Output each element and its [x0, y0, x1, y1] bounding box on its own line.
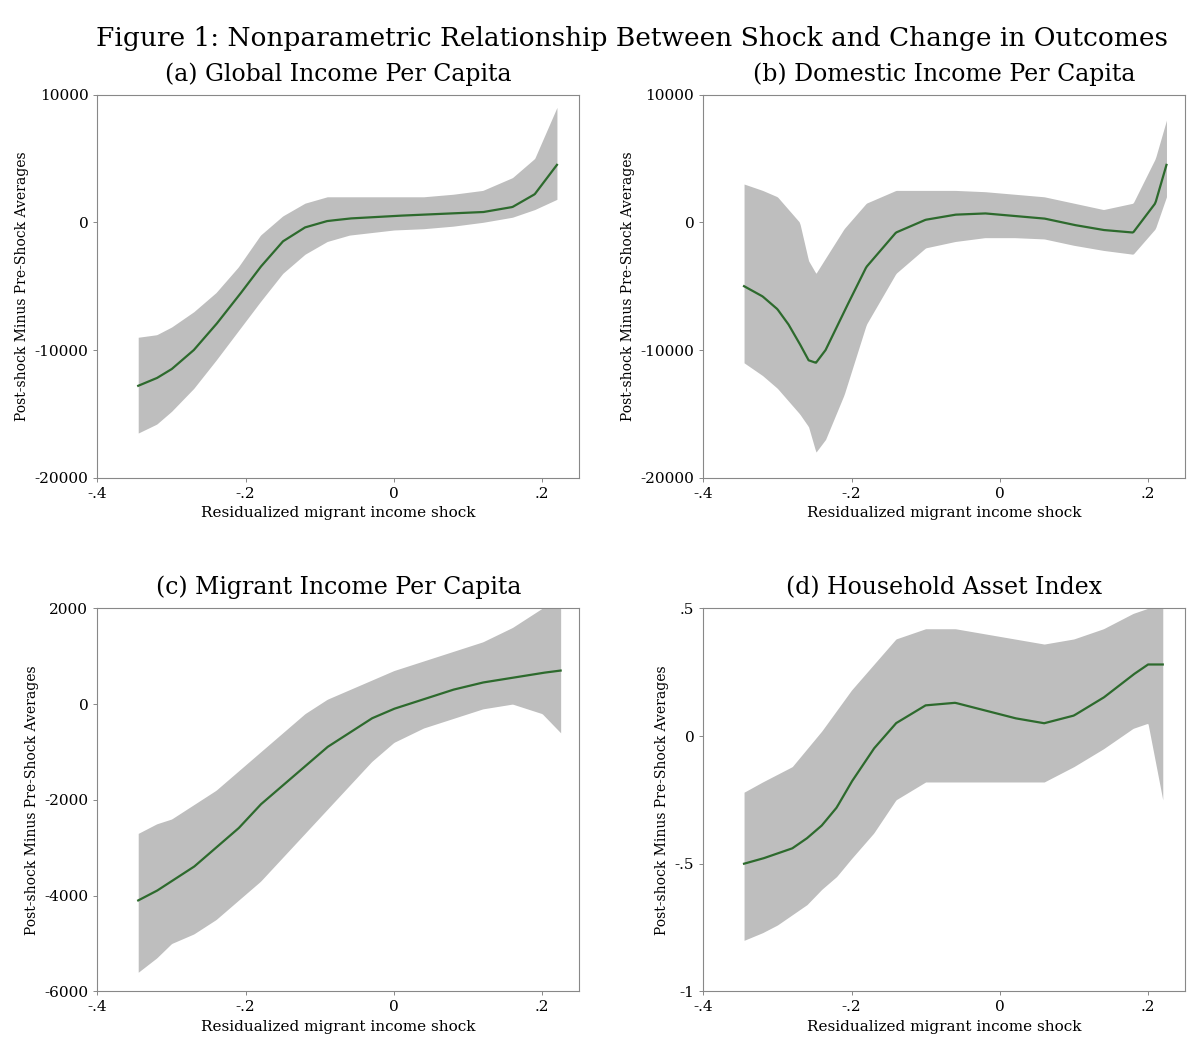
Title: (d) Household Asset Index: (d) Household Asset Index: [786, 576, 1102, 599]
X-axis label: Residualized migrant income shock: Residualized migrant income shock: [202, 1020, 475, 1034]
Title: (b) Domestic Income Per Capita: (b) Domestic Income Per Capita: [752, 62, 1135, 86]
X-axis label: Residualized migrant income shock: Residualized migrant income shock: [806, 1020, 1081, 1034]
X-axis label: Residualized migrant income shock: Residualized migrant income shock: [806, 507, 1081, 520]
Text: Figure 1: Nonparametric Relationship Between Shock and Change in Outcomes: Figure 1: Nonparametric Relationship Bet…: [96, 26, 1168, 51]
Y-axis label: Post-shock Minus Pre-Shock Averages: Post-shock Minus Pre-Shock Averages: [14, 151, 29, 421]
Y-axis label: Post-shock Minus Pre-Shock Averages: Post-shock Minus Pre-Shock Averages: [25, 665, 38, 935]
Y-axis label: Post-shock Minus Pre-Shock Averages: Post-shock Minus Pre-Shock Averages: [620, 151, 635, 421]
Y-axis label: Post-shock Minus Pre-Shock Averages: Post-shock Minus Pre-Shock Averages: [655, 665, 670, 935]
Title: (a) Global Income Per Capita: (a) Global Income Per Capita: [166, 62, 511, 86]
Title: (c) Migrant Income Per Capita: (c) Migrant Income Per Capita: [156, 576, 521, 599]
X-axis label: Residualized migrant income shock: Residualized migrant income shock: [202, 507, 475, 520]
